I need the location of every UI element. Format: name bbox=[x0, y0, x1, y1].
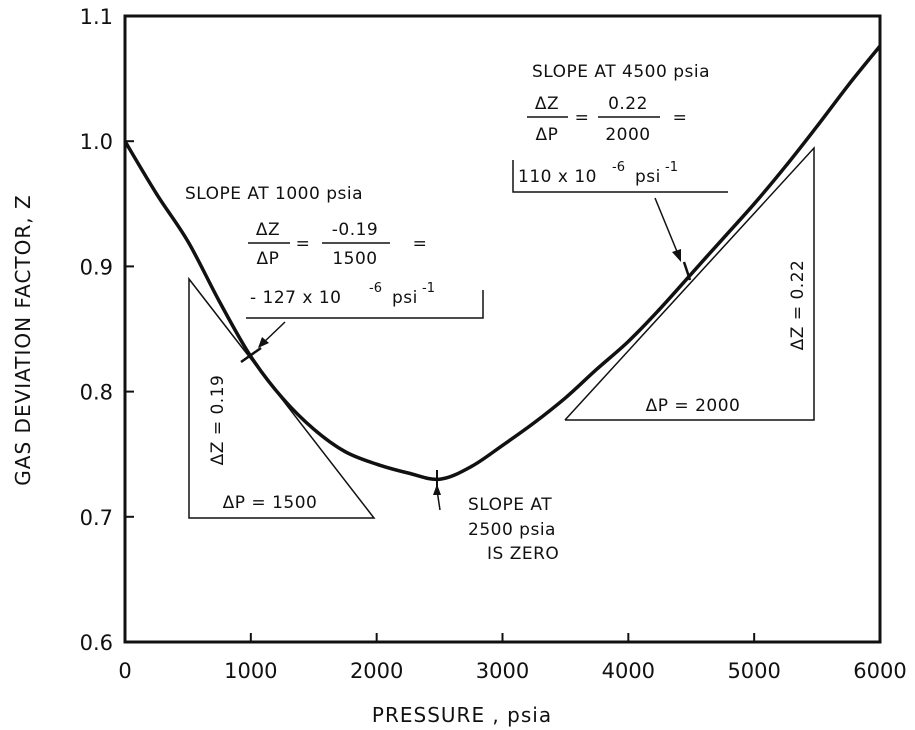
y-tick-label: 1.1 bbox=[80, 5, 113, 29]
z-factor-curve bbox=[123, 44, 882, 482]
x-tick-label: 6000 bbox=[853, 659, 906, 683]
ann1000-den1: ΔP bbox=[257, 249, 280, 269]
ann2500-line2: 2500 psia bbox=[468, 520, 556, 540]
x-axis-ticks: 0 1000 2000 3000 4000 5000 6000 bbox=[118, 633, 907, 683]
ann1000-title: SLOPE AT 1000 psia bbox=[185, 184, 363, 204]
ann4500-title: SLOPE AT 4500 psia bbox=[532, 62, 710, 82]
ann4500-den2: 2000 bbox=[605, 125, 650, 145]
ann1000-dz-label: ΔZ = 0.19 bbox=[208, 375, 228, 466]
annotation-4500: SLOPE AT 4500 psia ΔZ ΔP = 0.22 2000 = 1… bbox=[512, 62, 808, 416]
ann1000-result: - 127 x 10 bbox=[250, 288, 342, 308]
ann1000-arrow-head bbox=[258, 337, 269, 348]
ann4500-num1: ΔZ bbox=[535, 94, 559, 114]
ann4500-bracket bbox=[512, 160, 728, 193]
ann4500-unit: psi bbox=[635, 167, 661, 187]
x-tick-label: 3000 bbox=[476, 659, 529, 683]
ann1000-eq2: = bbox=[413, 234, 428, 254]
annotation-1000: SLOPE AT 1000 psia ΔZ ΔP = -0.19 1500 = … bbox=[185, 184, 484, 513]
y-tick-label: 0.9 bbox=[80, 255, 113, 279]
ann4500-exp: -6 bbox=[612, 160, 625, 175]
ann4500-arrow-head bbox=[672, 249, 681, 262]
marker-4500 bbox=[682, 261, 692, 281]
y-axis-label: GAS DEVIATION FACTOR, Z bbox=[11, 194, 35, 485]
ann4500-unit-exp: -1 bbox=[665, 160, 678, 175]
ann2500-line1: SLOPE AT bbox=[468, 495, 552, 515]
ann1000-eq1: = bbox=[296, 234, 311, 254]
y-tick-label: 0.6 bbox=[80, 631, 113, 655]
x-axis-label: PRESSURE , psia bbox=[372, 703, 552, 727]
y-tick-label: 0.8 bbox=[80, 381, 113, 405]
ann4500-den1: ΔP bbox=[536, 125, 559, 145]
ann1000-unit-exp: -1 bbox=[422, 281, 435, 296]
x-tick-label: 1000 bbox=[224, 659, 277, 683]
tangent-line-4500 bbox=[564, 146, 815, 421]
ann1000-exp: -6 bbox=[369, 281, 382, 296]
ann1000-unit: psi bbox=[392, 288, 418, 308]
ann2500-line3: IS ZERO bbox=[487, 544, 559, 564]
ann1000-dp-label: ΔP = 1500 bbox=[223, 493, 318, 513]
x-tick-label: 2000 bbox=[350, 659, 403, 683]
marker-1000 bbox=[240, 346, 262, 364]
x-tick-label: 5000 bbox=[727, 659, 780, 683]
x-tick-label: 4000 bbox=[602, 659, 655, 683]
ann4500-eq2: = bbox=[673, 108, 688, 128]
y-axis-ticks: 0.6 0.7 0.8 0.9 1.0 1.1 bbox=[80, 5, 134, 655]
ann2500-arrow-head bbox=[433, 484, 441, 495]
ann4500-eq1: = bbox=[575, 108, 590, 128]
ann4500-arrow-line bbox=[654, 197, 679, 255]
ann1000-den2: 1500 bbox=[332, 249, 377, 269]
x-tick-label: 0 bbox=[118, 659, 131, 683]
y-tick-label: 1.0 bbox=[80, 130, 113, 154]
ann1000-num2: -0.19 bbox=[332, 220, 379, 240]
ann1000-bracket bbox=[246, 290, 484, 319]
annotation-2500: SLOPE AT 2500 psia IS ZERO bbox=[433, 484, 559, 564]
ann1000-num1: ΔZ bbox=[256, 220, 280, 240]
ann4500-dz-label: ΔZ = 0.22 bbox=[788, 260, 808, 351]
ann4500-num2: 0.22 bbox=[608, 94, 648, 114]
y-tick-label: 0.7 bbox=[80, 506, 113, 530]
ann4500-dp-label: ΔP = 2000 bbox=[646, 396, 741, 416]
ann4500-result: 110 x 10 bbox=[518, 167, 597, 187]
